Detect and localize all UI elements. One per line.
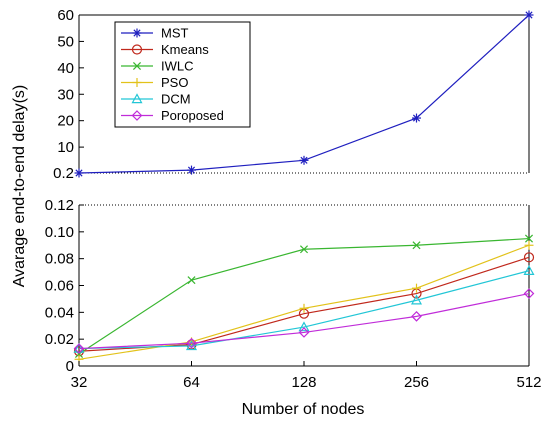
- series-point-iwlc: [74, 349, 84, 358]
- upper-y-tick-label: 20: [57, 113, 74, 130]
- series-point-iwlc: [524, 234, 534, 243]
- x-tick-label: 512: [516, 374, 541, 391]
- series-point-poroposed: [411, 311, 422, 322]
- series-line-poroposed: [78, 292, 530, 350]
- upper-panel: 0.2 10 20 30 40 50 60: [53, 7, 534, 182]
- series-point-pso: [524, 240, 534, 250]
- series-line-dcm: [78, 270, 530, 350]
- legend-label-mst: MST: [161, 26, 189, 41]
- series-point-mst: [187, 165, 196, 175]
- legend-marker-poroposed: [131, 110, 143, 121]
- series-point-iwlc: [412, 241, 421, 250]
- legend-marker-dcm: [131, 93, 143, 104]
- series-point-dcm: [298, 321, 310, 332]
- series-point-mst: [412, 113, 421, 123]
- series-line-pso: [78, 244, 530, 360]
- lower-y-tick-label: 0.06: [45, 278, 74, 295]
- legend-marker-pso: [132, 78, 142, 87]
- lower-panel: 0 0.02 0.04 0.06 0.08 0.10 0.12: [45, 197, 535, 375]
- upper-y-tick-label: 40: [57, 60, 74, 77]
- series-point-mst: [524, 10, 534, 20]
- legend-label-dcm: DCM: [161, 92, 191, 107]
- series-point-iwlc: [187, 276, 196, 285]
- upper-y-tick-label: 60: [57, 7, 74, 24]
- series-point-dcm: [410, 294, 423, 305]
- lower-y-tick-label: 0.08: [45, 251, 74, 268]
- upper-y-tick-label: 10: [57, 139, 74, 156]
- x-tick-label: 128: [291, 374, 316, 391]
- series-point-kmeans: [523, 252, 535, 263]
- y-axis-label: Avarage end-to-end delay(s): [11, 85, 28, 288]
- series-point-pso: [412, 283, 421, 293]
- lower-y-tick-label: 0.02: [45, 331, 74, 348]
- upper-y-tick-label: 30: [57, 86, 74, 103]
- x-tick-label: 256: [404, 374, 429, 391]
- series-point-poroposed: [186, 337, 197, 349]
- lower-y-tick-label: 0: [66, 358, 74, 375]
- x-tick-label: 64: [183, 374, 200, 391]
- legend-marker-mst: [132, 28, 142, 38]
- series-point-dcm: [523, 265, 535, 275]
- legend-label-poroposed: Poroposed: [161, 108, 224, 123]
- series-point-poroposed: [73, 343, 85, 354]
- legend-label-iwlc: IWLC: [161, 59, 194, 74]
- series-point-poroposed: [523, 288, 535, 299]
- legend-marker-kmeans: [131, 44, 143, 55]
- series-point-pso: [299, 303, 309, 313]
- legend-box: [114, 21, 251, 128]
- x-axis: 32 64 128 256 512: [71, 361, 542, 391]
- legend-marker-iwlc: [132, 61, 142, 71]
- series-point-mst: [299, 155, 309, 165]
- legend-label-kmeans: Kmeans: [161, 42, 209, 57]
- legend-label-pso: PSO: [161, 75, 188, 90]
- series-point-iwlc: [299, 245, 309, 254]
- series-point-mst: [74, 168, 84, 178]
- lower-y-tick-label: 0.12: [45, 197, 74, 214]
- x-tick-label: 32: [71, 374, 88, 391]
- series-point-poroposed: [298, 327, 310, 338]
- lower-y-tick-label: 0.04: [45, 304, 74, 321]
- x-axis-label: Number of nodes: [242, 401, 365, 418]
- upper-y-tick-label: 0.2: [53, 165, 74, 182]
- upper-y-tick-label: 50: [57, 33, 74, 50]
- lower-y-tick-label: 0.10: [45, 224, 74, 241]
